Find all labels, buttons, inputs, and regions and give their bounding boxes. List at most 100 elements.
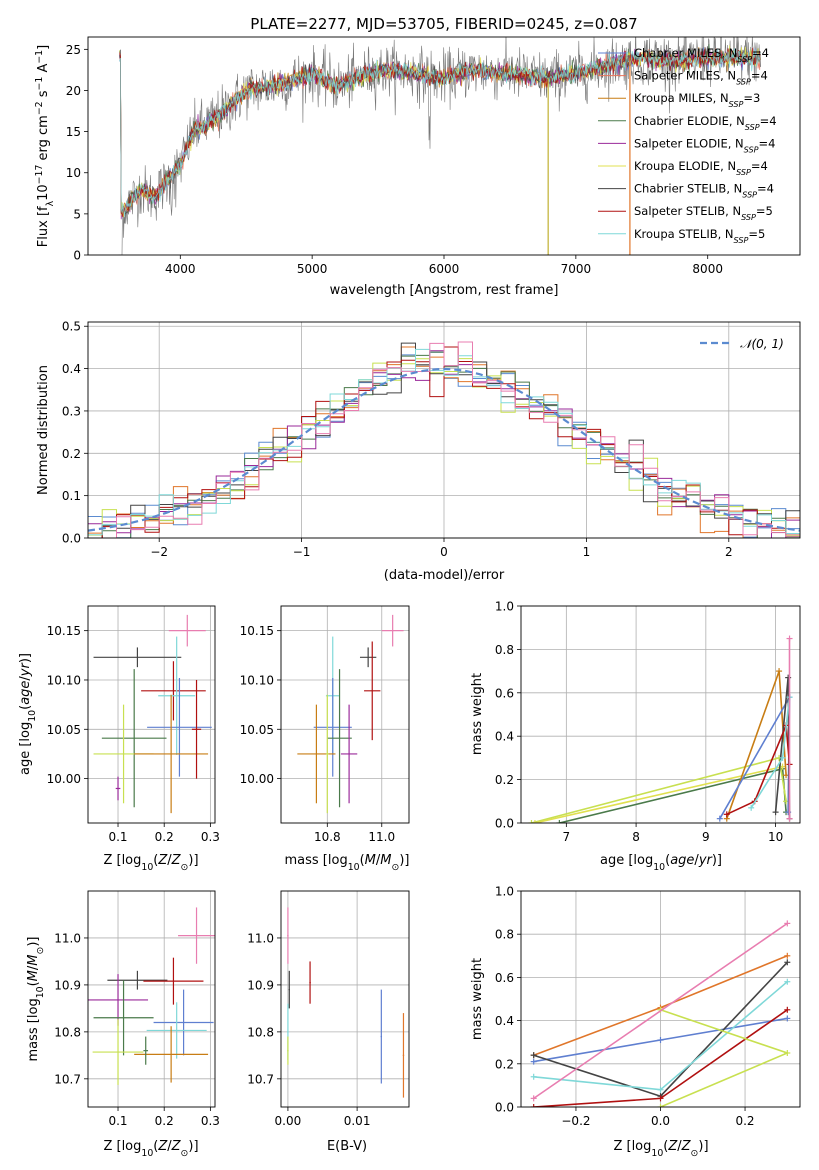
x-tick-label: 0.1 — [108, 1114, 127, 1128]
y-tick-label: 0.0 — [495, 817, 514, 831]
y-tick-label: 0.4 — [495, 730, 514, 744]
spectrum-model-line — [119, 48, 761, 217]
y-tick-label: 1.0 — [495, 600, 514, 614]
x-tick-label: 0.2 — [155, 830, 174, 844]
normal-curve — [88, 367, 800, 532]
x-tick-label: 0.01 — [344, 1114, 371, 1128]
plot-area — [93, 614, 212, 814]
axes-frame — [280, 890, 410, 1108]
y-tick-label: 10.10 — [47, 673, 81, 687]
y-tick-label: 5 — [73, 207, 81, 221]
y-tick-label: 10.05 — [240, 723, 274, 737]
y-tick-label: 0.2 — [62, 447, 81, 461]
weight-line — [559, 767, 787, 823]
y-tick-label: 0.8 — [495, 928, 514, 942]
plot-area — [118, 37, 761, 255]
legend-entry: Kroupa MILES, NSSP=3 — [634, 91, 760, 109]
histogram-series — [101, 346, 800, 538]
x-tick-label: 8 — [632, 830, 640, 844]
y-tick-label: 0.5 — [62, 320, 81, 334]
y-tick-label: 0.2 — [495, 773, 514, 787]
y-tick-label: 0.2 — [495, 1057, 514, 1071]
axes-frame — [87, 321, 801, 539]
histogram-series — [88, 348, 800, 536]
legend-entry: Salpeter ELODIE, NSSP=4 — [634, 136, 775, 154]
plot-area — [88, 907, 215, 1085]
y-tick-label: 10 — [66, 166, 81, 180]
x-tick-label: 9 — [702, 830, 710, 844]
histogram-panel: −2 −1 0 1 2 0.0 0.1 0.2 0.3 0.4 0.5 — [62, 320, 801, 559]
age-weight-panel: 7 8 9 10 0.0 0.2 0.4 0.6 0.8 1.0 — [495, 600, 801, 844]
plot-area — [287, 907, 405, 1098]
y-tick-label: 0.8 — [495, 643, 514, 657]
y-tick-label: 0.0 — [62, 532, 81, 546]
y-axis-label: mass weight — [470, 958, 485, 1040]
x-tick-label: 0.2 — [155, 1114, 174, 1128]
y-tick-label: 15 — [66, 125, 81, 139]
axes-frame — [87, 605, 216, 824]
x-axis-label: wavelength [Angstrom, rest frame] — [330, 283, 559, 298]
histogram-series — [101, 341, 800, 538]
x-tick-label: 11.0 — [368, 830, 395, 844]
x-tick-label: 8000 — [692, 262, 723, 276]
y-tick-label: 10.00 — [240, 772, 274, 786]
legend-entry: Salpeter STELIB, NSSP=5 — [634, 204, 773, 222]
x-tick-label: 10.8 — [314, 830, 341, 844]
plot-area — [297, 614, 404, 814]
axes-frame — [87, 36, 801, 256]
axes-frame — [87, 890, 216, 1108]
x-tick-label: 0.3 — [201, 830, 220, 844]
z-weight-panel: −0.2 0.0 0.2 0.0 0.2 0.4 0.6 0.8 1.0 — [495, 885, 801, 1128]
weight-line — [531, 756, 787, 823]
x-tick-label: 0.1 — [108, 830, 127, 844]
x-tick-label: 0.2 — [735, 1114, 754, 1128]
x-tick-label: 1 — [583, 545, 591, 559]
x-tick-label: 10 — [768, 830, 783, 844]
legend-entry: 𝒩(0, 1) — [740, 337, 784, 351]
y-axis-label: age [log10(age/yr)] — [18, 653, 38, 775]
weight-line — [660, 1009, 790, 1107]
y-tick-label: 10.9 — [247, 978, 274, 992]
y-tick-label: 0.0 — [495, 1101, 514, 1115]
legend-entry: Kroupa ELODIE, NSSP=4 — [634, 159, 768, 177]
y-tick-label: 0.6 — [495, 686, 514, 700]
x-axis-label: (data-model)/error — [384, 568, 505, 583]
y-tick-label: 0 — [73, 249, 81, 263]
x-tick-label: 0.3 — [201, 1114, 220, 1128]
z-age-panel: 0.1 0.2 0.3 10.00 10.05 10.10 10.15 — [47, 605, 220, 844]
legend-entry: Kroupa STELIB, NSSP=5 — [634, 227, 765, 245]
weight-line — [726, 725, 791, 816]
y-tick-label: 10.00 — [47, 772, 81, 786]
y-tick-label: 11.0 — [54, 931, 81, 945]
x-tick-label: 6000 — [429, 262, 460, 276]
y-tick-label: 0.3 — [62, 404, 81, 418]
legend-entry: Salpeter MILES, NSSP=4 — [634, 69, 768, 87]
x-tick-label: 4000 — [165, 262, 196, 276]
x-tick-label: 0.00 — [275, 1114, 302, 1128]
axes-frame — [520, 605, 801, 824]
y-tick-label: 11.0 — [247, 931, 274, 945]
x-axis-label: age [log10(age/yr)] — [600, 853, 722, 873]
y-tick-label: 25 — [66, 43, 81, 57]
legend-entry: Chabrier STELIB, NSSP=4 — [634, 182, 774, 200]
x-tick-label: 2 — [725, 545, 733, 559]
x-axis-label: mass [log10(M/M⊙)] — [285, 853, 410, 873]
axes-frame — [520, 890, 801, 1108]
y-tick-label: 0.1 — [62, 489, 81, 503]
ebv-mass-panel: 0.00 0.01 10.7 10.8 10.9 11.0 — [247, 890, 410, 1128]
y-axis-label: Normed distribution — [36, 365, 51, 495]
y-tick-label: 10.10 — [240, 673, 274, 687]
x-tick-label: 0 — [440, 545, 448, 559]
x-tick-label: −1 — [293, 545, 311, 559]
plot-area — [528, 635, 793, 823]
y-tick-label: 20 — [66, 84, 81, 98]
mass-age-panel: 10.8 11.0 10.00 10.05 10.10 10.15 — [240, 605, 410, 844]
legend-entry: Chabrier MILES, NSSP=4 — [634, 46, 769, 64]
y-axis-label: mass weight — [470, 673, 485, 755]
x-tick-label: −0.2 — [561, 1114, 590, 1128]
y-tick-label: 0.4 — [62, 362, 81, 376]
x-tick-label: 7 — [563, 830, 571, 844]
y-tick-label: 0.6 — [495, 971, 514, 985]
y-axis-label: mass [log10(M/M⊙)] — [26, 937, 46, 1062]
y-tick-label: 10.15 — [240, 624, 274, 638]
